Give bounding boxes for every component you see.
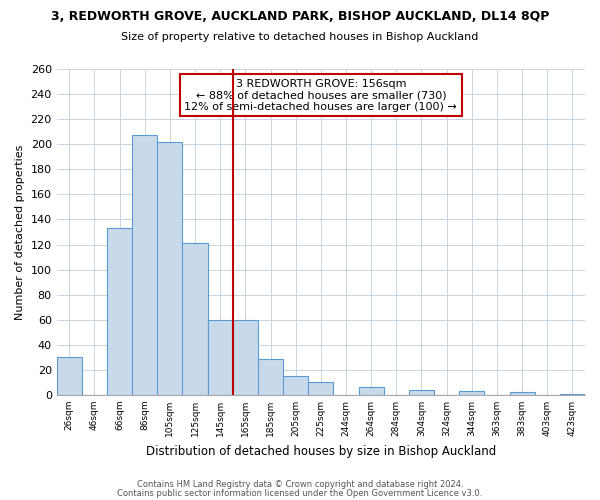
Text: 3 REDWORTH GROVE: 156sqm
← 88% of detached houses are smaller (730)
12% of semi-: 3 REDWORTH GROVE: 156sqm ← 88% of detach… <box>184 79 457 112</box>
Bar <box>157 142 182 395</box>
Bar <box>107 228 132 395</box>
Text: Contains HM Land Registry data © Crown copyright and database right 2024.: Contains HM Land Registry data © Crown c… <box>137 480 463 489</box>
Bar <box>359 388 384 395</box>
Text: 3, REDWORTH GROVE, AUCKLAND PARK, BISHOP AUCKLAND, DL14 8QP: 3, REDWORTH GROVE, AUCKLAND PARK, BISHOP… <box>51 10 549 23</box>
Y-axis label: Number of detached properties: Number of detached properties <box>15 144 25 320</box>
Bar <box>132 136 157 395</box>
Bar <box>409 390 434 395</box>
Text: Contains public sector information licensed under the Open Government Licence v3: Contains public sector information licen… <box>118 488 482 498</box>
Bar <box>56 358 82 395</box>
Bar <box>509 392 535 395</box>
Bar <box>182 243 208 395</box>
Bar <box>208 320 233 395</box>
Bar <box>258 358 283 395</box>
Bar <box>560 394 585 395</box>
X-axis label: Distribution of detached houses by size in Bishop Auckland: Distribution of detached houses by size … <box>146 444 496 458</box>
Bar <box>308 382 334 395</box>
Bar <box>459 391 484 395</box>
Text: Size of property relative to detached houses in Bishop Auckland: Size of property relative to detached ho… <box>121 32 479 42</box>
Bar <box>283 376 308 395</box>
Bar <box>233 320 258 395</box>
